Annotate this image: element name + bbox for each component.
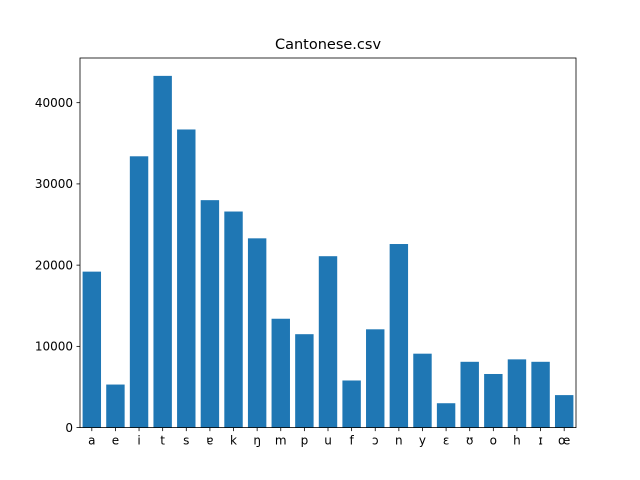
y-tick-label-3: 30000: [35, 177, 73, 191]
bar-13: [389, 244, 409, 428]
y-tick-label-4: 40000: [35, 96, 73, 110]
x-tick-label-17: o: [490, 434, 497, 448]
bar-0: [82, 271, 102, 428]
y-tick-label-2: 20000: [35, 258, 73, 272]
bar-3: [153, 75, 172, 428]
x-tick-label-20: œ: [558, 434, 570, 448]
bar-10: [318, 256, 338, 428]
bar-8: [271, 318, 290, 428]
y-axis: 0 10000 20000 30000 40000: [35, 96, 80, 435]
bar-1: [106, 384, 125, 428]
x-tick-label-4: s: [183, 434, 189, 448]
x-tick-label-8: m: [275, 434, 287, 448]
y-tick-label-1: 10000: [35, 340, 73, 354]
bar-11: [342, 380, 361, 428]
x-tick-label-0: a: [88, 434, 95, 448]
bar-14: [413, 353, 432, 428]
x-tick-label-6: k: [230, 434, 237, 448]
bar-15: [436, 403, 456, 428]
x-tick-label-11: f: [350, 434, 355, 448]
bar-16: [460, 361, 479, 428]
x-tick-label-13: n: [395, 434, 403, 448]
chart-title: Cantonese.csv: [275, 37, 381, 53]
bar-5: [200, 200, 220, 428]
bars-group: [82, 75, 574, 428]
bar-2: [129, 156, 149, 428]
x-tick-label-16: ʊ: [466, 434, 473, 448]
bar-9: [295, 334, 314, 428]
x-tick-label-10: u: [324, 434, 332, 448]
bar-19: [531, 361, 550, 428]
x-tick-label-3: t: [160, 434, 165, 448]
x-tick-label-9: p: [301, 434, 309, 448]
x-tick-label-5: ɐ: [206, 434, 213, 448]
x-tick-label-2: i: [137, 434, 140, 448]
y-tick-label-0: 0: [65, 421, 73, 435]
plot-frame: [79, 57, 577, 429]
x-tick-label-18: h: [513, 434, 521, 448]
bar-12: [366, 329, 385, 428]
bar-17: [484, 373, 503, 428]
bar-4: [177, 129, 196, 428]
bar-20: [554, 395, 574, 428]
x-tick-label-1: e: [112, 434, 119, 448]
x-tick-label-12: ɔ: [372, 434, 379, 448]
x-tick-label-14: y: [419, 434, 426, 448]
x-tick-label-19: ɪ: [538, 434, 542, 448]
bar-7: [247, 238, 267, 428]
bar-18: [507, 359, 527, 428]
bar-6: [224, 211, 243, 428]
x-tick-label-7: ŋ: [253, 434, 261, 448]
x-tick-label-15: ɛ: [443, 434, 450, 448]
